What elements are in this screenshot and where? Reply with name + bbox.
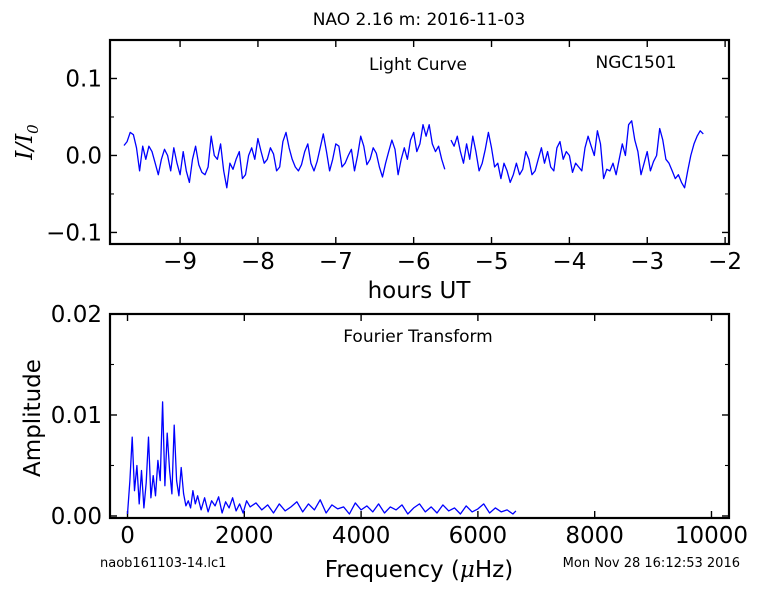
light-curve-ytick-label: 0.1 (65, 66, 102, 92)
fourier-ytick-label: 0.02 (51, 302, 102, 328)
light-curve-xtick-label: −3 (630, 249, 664, 275)
light-curve-title: Light Curve (369, 55, 467, 75)
light-curve-xtick-label: −5 (475, 249, 509, 275)
light-curve-object-label: NGC1501 (595, 53, 676, 73)
light-curve-series-line-1 (450, 120, 704, 189)
footer-timestamp: Mon Nov 28 16:12:53 2016 (563, 556, 740, 571)
fourier-xtick-label: 0 (120, 523, 135, 549)
fourier-xtick-label: 10000 (675, 523, 748, 549)
light-curve-axes-frame (108, 38, 731, 246)
light-curve-ytick-label: −0.1 (46, 220, 102, 246)
light-curve-series (123, 120, 704, 189)
xlabel-post: Hz) (475, 557, 513, 583)
xlabel-mu: μ (460, 557, 475, 583)
xlabel-pre: Frequency ( (325, 557, 460, 583)
fourier-ytick-label: 0.00 (51, 504, 102, 530)
fourier-xlabel: Frequency (μHz) (325, 557, 513, 583)
fourier-xtick-label: 6000 (449, 523, 508, 549)
fourier-panel: 0 2000 4000 6000 8000 10000 0.02 0.01 0.00 Fouri… (20, 302, 748, 583)
light-curve-series-line-0 (123, 124, 446, 189)
light-curve-xtick-label: −8 (241, 249, 275, 275)
fourier-series-line-0 (126, 401, 517, 515)
light-curve-panel: −9 −8 −7 −6 −5 −4 −3 −2 0.1 0.0 −0.1 Light Curve N… (12, 38, 742, 304)
figure-title: NAO 2.16 m: 2016-11-03 (313, 10, 526, 30)
ylabel-subscript: 0 (24, 124, 42, 134)
fourier-series (126, 401, 517, 515)
ylabel-main: I (12, 150, 38, 161)
fourier-ticks: 0 2000 4000 6000 8000 10000 0.02 0.01 0.00 (51, 302, 748, 549)
light-curve-ticks: −9 −8 −7 −6 −5 −4 −3 −2 0.1 0.0 −0.1 (46, 40, 742, 275)
light-curve-xtick-label: −7 (319, 249, 353, 275)
fourier-ylabel: Amplitude (20, 359, 46, 477)
light-curve-xlabel: hours UT (368, 278, 472, 304)
ylabel-sep: / (12, 141, 38, 153)
fourier-xtick-label: 8000 (565, 523, 624, 549)
light-curve-ylabel: I/I0 (12, 124, 42, 161)
fourier-axes-frame (108, 312, 731, 520)
light-curve-xtick-label: −2 (708, 249, 742, 275)
ylabel-sub-base: I (12, 133, 38, 144)
fourier-xtick-label: 2000 (215, 523, 274, 549)
light-curve-xtick-label: −9 (163, 249, 197, 275)
light-curve-xtick-label: −6 (397, 249, 431, 275)
light-curve-xtick-label: −4 (552, 249, 586, 275)
fourier-ytick-label: 0.01 (51, 403, 102, 429)
light-curve-ytick-label: 0.0 (65, 143, 102, 169)
fourier-title: Fourier Transform (343, 327, 492, 347)
footer-filename: naob161103-14.lc1 (100, 556, 226, 571)
fourier-xtick-label: 4000 (332, 523, 391, 549)
